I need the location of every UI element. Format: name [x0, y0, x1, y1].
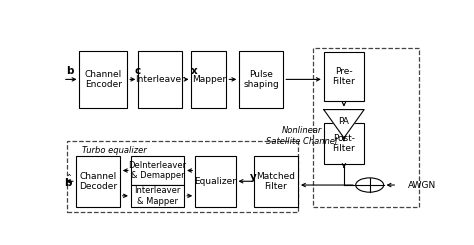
Bar	[313, 48, 419, 207]
Text: AWGN: AWGN	[408, 181, 437, 190]
Bar	[66, 141, 298, 212]
Bar	[324, 123, 364, 164]
Bar	[254, 156, 298, 207]
Polygon shape	[324, 110, 364, 138]
Text: Matched
Filter: Matched Filter	[256, 172, 295, 191]
Text: Pre-
Filter: Pre- Filter	[333, 67, 356, 86]
Text: Equalizer: Equalizer	[194, 177, 237, 186]
Text: Interleaver
& Mapper: Interleaver & Mapper	[134, 186, 181, 206]
Text: Channel
Decoder: Channel Decoder	[79, 172, 117, 191]
Bar	[138, 51, 182, 108]
Bar	[131, 185, 184, 207]
Text: Pulse
shaping: Pulse shaping	[244, 70, 279, 89]
Bar	[131, 156, 184, 185]
Text: x: x	[191, 66, 198, 76]
Bar	[80, 51, 127, 108]
Text: $\hat{\mathbf{b}}$: $\hat{\mathbf{b}}$	[64, 173, 73, 189]
Bar	[195, 156, 236, 207]
Text: Turbo equalizer: Turbo equalizer	[82, 146, 147, 155]
Bar	[191, 51, 227, 108]
Text: y: y	[250, 172, 257, 182]
Text: PA: PA	[338, 117, 349, 126]
Bar	[324, 52, 364, 101]
Circle shape	[356, 178, 383, 192]
Bar	[239, 51, 283, 108]
Text: Nonlinear
Satellite Channel: Nonlinear Satellite Channel	[266, 126, 337, 146]
Text: Channel
Encoder: Channel Encoder	[85, 70, 122, 89]
Text: Interleaver: Interleaver	[136, 75, 185, 84]
Text: b: b	[66, 66, 74, 76]
Text: Mapper: Mapper	[192, 75, 226, 84]
Text: Post-
Filter: Post- Filter	[333, 134, 356, 153]
Text: DeInterleaver
& Demapper: DeInterleaver & Demapper	[128, 161, 187, 180]
Text: c: c	[135, 66, 141, 76]
Bar	[76, 156, 120, 207]
